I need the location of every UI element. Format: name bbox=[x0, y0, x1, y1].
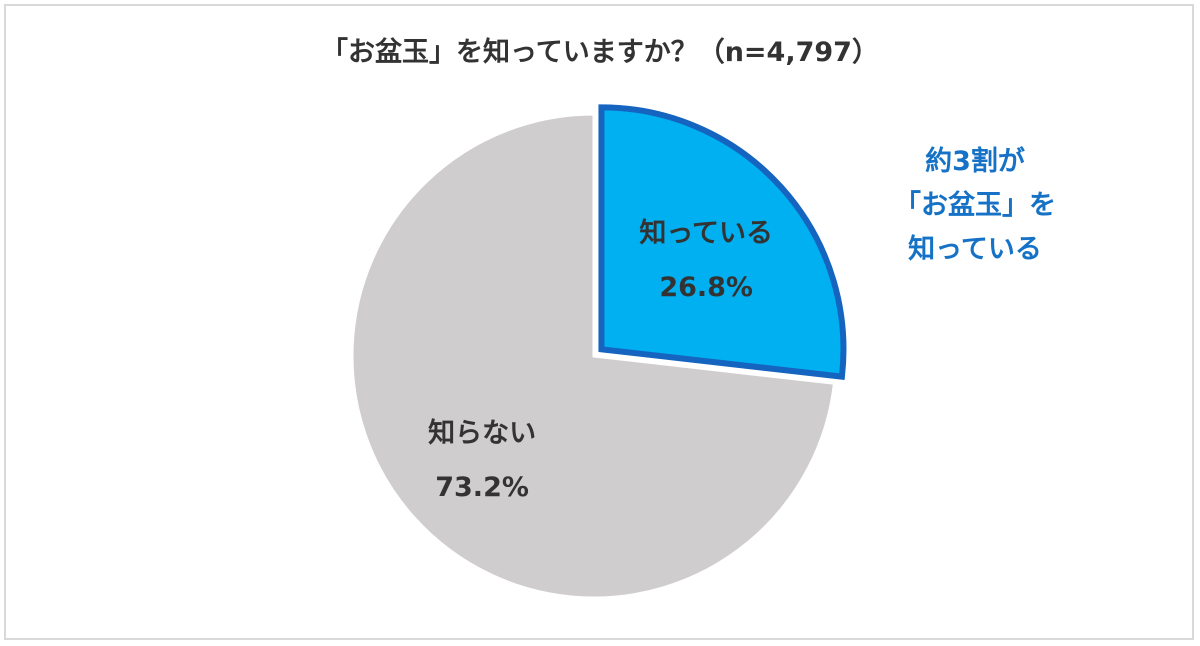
annotation-line-3: 知っている bbox=[908, 234, 1042, 265]
annotation-line-2: 「お盆玉」を bbox=[894, 190, 1056, 221]
chart-title: 「お盆玉」を知っていますか？（n=4,797） bbox=[321, 37, 879, 68]
slice-value-known: 26.8% bbox=[659, 272, 753, 303]
slice-label-known: 知っている bbox=[639, 218, 773, 249]
annotation-callout: 約3割が 「お盆玉」を 知っている bbox=[880, 140, 1070, 272]
slice-label-unknown: 知らない bbox=[428, 418, 536, 449]
annotation-line-1: 約3割が bbox=[925, 146, 1025, 177]
slice-unknown bbox=[350, 112, 837, 600]
slice-known bbox=[598, 104, 847, 380]
slice-value-unknown: 73.2% bbox=[435, 472, 529, 503]
